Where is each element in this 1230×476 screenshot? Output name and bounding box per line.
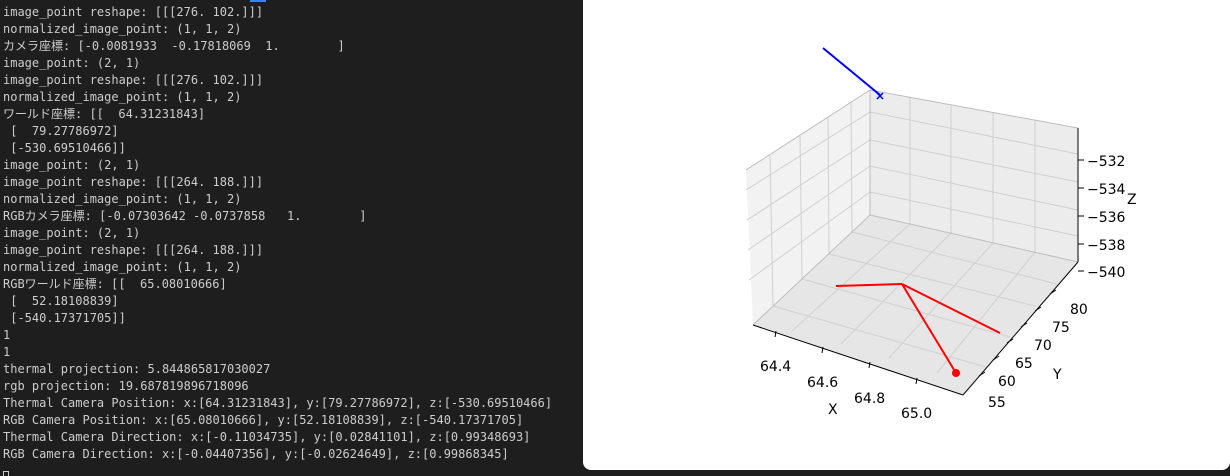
rgb-camera-marker [952,369,960,377]
y-axis-label: Y [1052,367,1062,383]
terminal-line: image_point: (2, 1) [3,56,141,70]
back-pane-left [746,90,870,325]
x-tick-marks [774,330,918,385]
terminal-line: [ 79.27786972] [3,124,119,138]
back-pane-right [870,90,1078,262]
terminal-line: normalized_image_point: (1, 1, 2) [3,192,242,206]
y-tick-label: 60 [998,374,1016,390]
terminal-output: image_point reshape: [[[276. 102.]]] norm… [0,0,583,476]
y-tick-label: 80 [1070,302,1088,318]
z-axis-label: Z [1127,192,1137,208]
terminal-line: normalized_image_point: (1, 1, 2) [3,22,242,36]
z-tick-label: −534 [1087,182,1126,198]
terminal-line: thermal projection: 5.844865817030027 [3,362,271,376]
terminal-line: カメラ座標: [-0.0081933 -0.17818069 1. ] [3,39,345,53]
terminal-line: 1 [3,345,11,359]
terminal-line: image_point: (2, 1) [3,226,141,240]
terminal-line: image_point reshape: [[[264. 188.]]] [3,243,264,257]
terminal-line: Thermal Camera Direction: x:[-0.11034735… [3,430,531,444]
x-axis-label: X [828,402,838,418]
terminal-line: rgb projection: 19.687819896718096 [3,379,249,393]
x-tick-label: 64.6 [807,375,838,391]
thermal-camera-marker [876,92,884,100]
x-tick-label: 64.4 [760,359,791,375]
terminal-line: [ 52.18108839] [3,294,119,308]
x-tick-label: 64.8 [854,391,885,407]
grid-left-pane [745,101,871,307]
matplotlib-3d-plot-window[interactable]: −532 −534 −536 −538 −540 Z 55 60 65 70 7… [583,0,1230,470]
y-tick-label: 70 [1034,338,1052,354]
x-tick-label: 65.0 [901,406,932,422]
thermal-camera-direction-line [822,47,881,96]
y-tick-label: 75 [1052,320,1070,336]
terminal-line: 1 [3,328,11,342]
terminal-line: RGB Camera Direction: x:[-0.04407356], y… [3,447,509,461]
z-tick-label: −540 [1087,265,1125,281]
grid-floor [772,223,1058,374]
terminal-line: normalized_image_point: (1, 1, 2) [3,260,242,274]
terminal-line: image_point reshape: [[[276. 102.]]] [3,5,264,19]
rgb-camera-lines [835,283,1001,374]
terminal-line: Thermal Camera Position: x:[64.31231843]… [3,396,553,410]
y-tick-label: 65 [1015,356,1033,372]
y-tick-label: 55 [988,395,1006,411]
pane-edges [745,89,1079,326]
terminal-line: RGBワールド座標: [[ 65.08010666] [3,277,227,291]
axis-lines [752,128,1079,396]
terminal-line: RGBカメラ座標: [-0.07303642 -0.0737858 1. ] [3,209,367,223]
z-tick-label: −538 [1087,238,1125,254]
terminal-line: [-540.17371705]] [3,311,126,325]
terminal-prompt-line[interactable] [3,463,583,476]
z-tick-marks [1078,159,1084,272]
terminal-line: image_point reshape: [[[264. 188.]]] [3,175,264,189]
y-tick-marks [978,289,1057,377]
grid-right-pane [869,97,1079,252]
terminal-line: [-530.69510466]] [3,141,126,155]
terminal-line: image_point: (2, 1) [3,158,141,172]
terminal-tab-indicator [250,0,266,2]
z-tick-label: −532 [1087,154,1125,170]
terminal-line: normalized_image_point: (1, 1, 2) [3,90,242,104]
terminal-line: RGB Camera Position: x:[65.08010666], y:… [3,413,524,427]
terminal-line: ワールド座標: [[ 64.31231843] [3,107,206,121]
terminal-line: image_point reshape: [[[276. 102.]]] [3,73,264,87]
z-tick-label: −536 [1087,210,1126,226]
terminal-cursor [3,471,9,476]
3d-plot-canvas[interactable]: −532 −534 −536 −538 −540 Z 55 60 65 70 7… [583,0,1230,470]
